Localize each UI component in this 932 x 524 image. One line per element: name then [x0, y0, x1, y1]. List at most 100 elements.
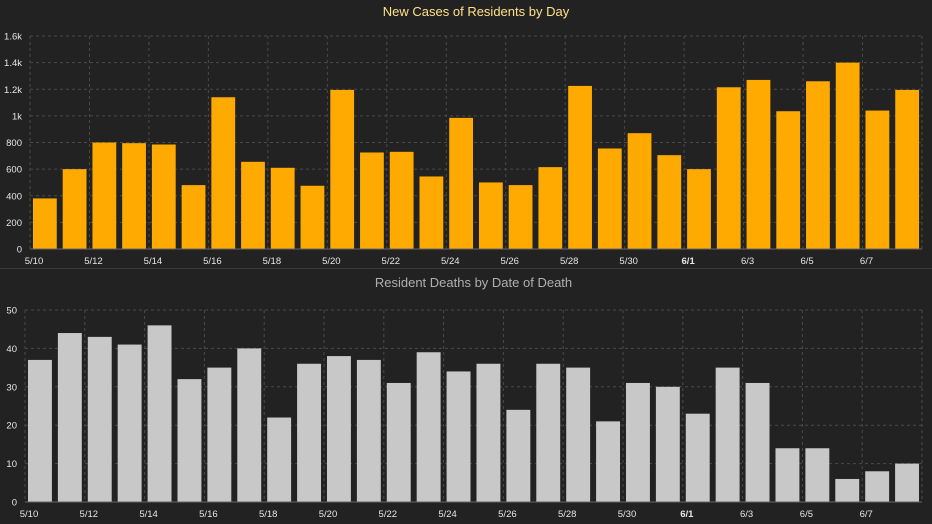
bar-5-24[interactable] [449, 117, 474, 249]
y-tick-label: 1.2k [4, 85, 22, 96]
bar-6-3[interactable] [745, 382, 770, 502]
bar-5-25[interactable] [478, 182, 503, 249]
bar-6-8[interactable] [895, 463, 920, 502]
resident-deaths-chart: Resident Deaths by Date of Death 0 10 20 30 4… [6, 275, 923, 520]
bar-5-21[interactable] [360, 152, 384, 249]
x-tick-label: 5/18 [263, 256, 282, 267]
x-tick-label: 5/14 [139, 509, 158, 520]
bar-5-27[interactable] [536, 363, 561, 502]
bar-5-19[interactable] [297, 363, 322, 502]
y-tick-label: 20 [6, 421, 17, 432]
bar-5-23[interactable] [416, 352, 441, 502]
x-tick-label: 6/3 [740, 509, 753, 520]
bar-5-20[interactable] [330, 89, 355, 250]
x-tick-label: 5/26 [500, 256, 519, 267]
bar-5-14[interactable] [147, 325, 172, 502]
x-tick-label: 6/3 [741, 256, 754, 267]
bar-5-20[interactable] [326, 356, 351, 502]
bar-6-1[interactable] [687, 169, 711, 249]
bar-5-22[interactable] [389, 151, 414, 249]
x-tick-label: 5/18 [259, 509, 278, 520]
bar-5-31[interactable] [655, 386, 680, 502]
bar-5-30[interactable] [627, 133, 652, 249]
bar-5-26[interactable] [508, 185, 533, 249]
x-tick-label: 5/16 [203, 256, 222, 267]
x-tick-label: 6/7 [860, 509, 873, 520]
x-tick-label: 5/24 [441, 256, 460, 267]
y-tick-label: 800 [6, 138, 22, 149]
bar-5-16[interactable] [207, 367, 232, 502]
bar-6-5[interactable] [806, 81, 830, 249]
bar-5-23[interactable] [419, 176, 444, 249]
x-tick-label: 5/28 [560, 256, 579, 267]
bar-5-29[interactable] [597, 148, 622, 249]
bar-5-22[interactable] [386, 382, 411, 502]
bar-5-11[interactable] [57, 333, 82, 502]
bar-5-14[interactable] [151, 144, 176, 249]
bar-5-18[interactable] [267, 417, 292, 502]
bar-5-19[interactable] [300, 185, 325, 249]
bar-5-28[interactable] [566, 367, 591, 502]
bar-5-29[interactable] [596, 421, 621, 502]
bar-5-15[interactable] [181, 185, 206, 249]
bar-6-7[interactable] [865, 471, 890, 502]
y-tick-label: 30 [6, 382, 17, 393]
bar-6-4[interactable] [776, 111, 801, 249]
bar-5-12[interactable] [92, 142, 117, 250]
y-tick-label: 0 [17, 245, 22, 256]
bar-6-5[interactable] [805, 448, 830, 502]
x-tick-label: 5/16 [199, 509, 218, 520]
bar-5-17[interactable] [241, 161, 265, 249]
bar-5-15[interactable] [177, 379, 202, 502]
bar-5-10[interactable] [32, 198, 57, 249]
x-tick-label: 5/22 [379, 509, 398, 520]
bar-5-13[interactable] [122, 143, 146, 249]
bar-5-24[interactable] [446, 371, 471, 502]
bar-5-11[interactable] [62, 169, 87, 249]
y-tick-label: 1.4k [4, 58, 22, 69]
x-tick-label: 5/14 [144, 256, 163, 267]
bar-6-4[interactable] [775, 448, 800, 502]
bar-6-6[interactable] [835, 62, 860, 249]
y-tick-label: 1.6k [4, 32, 22, 43]
y-tick-label: 50 [6, 306, 17, 317]
bar-5-25[interactable] [476, 363, 501, 502]
y-tick-label: 600 [6, 165, 22, 176]
bar-5-17[interactable] [237, 348, 262, 502]
bar-6-8[interactable] [895, 89, 920, 250]
bar-6-2[interactable] [715, 367, 740, 502]
y-tick-label: 200 [6, 218, 22, 229]
bar-5-28[interactable] [568, 85, 592, 249]
bar-5-18[interactable] [270, 167, 295, 249]
bar-5-27[interactable] [538, 167, 563, 249]
bar-6-6[interactable] [835, 478, 860, 502]
y-tick-label: 0 [12, 498, 17, 509]
x-tick-label: 5/24 [438, 509, 457, 520]
y-tick-label: 400 [6, 191, 22, 202]
x-tick-label: 5/26 [498, 509, 517, 520]
x-tick-label: 5/12 [84, 256, 103, 267]
bar-6-7[interactable] [865, 110, 890, 249]
bar-5-10[interactable] [27, 359, 52, 502]
bar-6-1[interactable] [685, 413, 710, 502]
x-tick-label: 5/10 [20, 509, 39, 520]
bar-5-21[interactable] [356, 359, 381, 502]
bar-5-31[interactable] [657, 155, 682, 249]
chart-title: Resident Deaths by Date of Death [375, 275, 572, 290]
x-tick-label: 6/1 [680, 509, 694, 520]
new-cases-chart: New Cases of Residents by Day 0 200 400 600 8… [4, 4, 923, 267]
bar-6-2[interactable] [716, 87, 741, 249]
bar-5-12[interactable] [87, 336, 112, 502]
x-tick-label: 5/20 [322, 256, 341, 267]
x-tick-label: 6/7 [860, 256, 873, 267]
chart-title: New Cases of Residents by Day [383, 4, 570, 19]
bar-5-16[interactable] [211, 97, 236, 249]
bar-6-3[interactable] [746, 79, 771, 250]
bar-5-13[interactable] [117, 344, 142, 502]
x-tick-label: 5/30 [618, 509, 637, 520]
bar-5-30[interactable] [625, 382, 650, 502]
x-tick-label: 6/5 [800, 256, 813, 267]
bar-5-26[interactable] [506, 409, 531, 502]
x-tick-label: 6/5 [800, 509, 813, 520]
